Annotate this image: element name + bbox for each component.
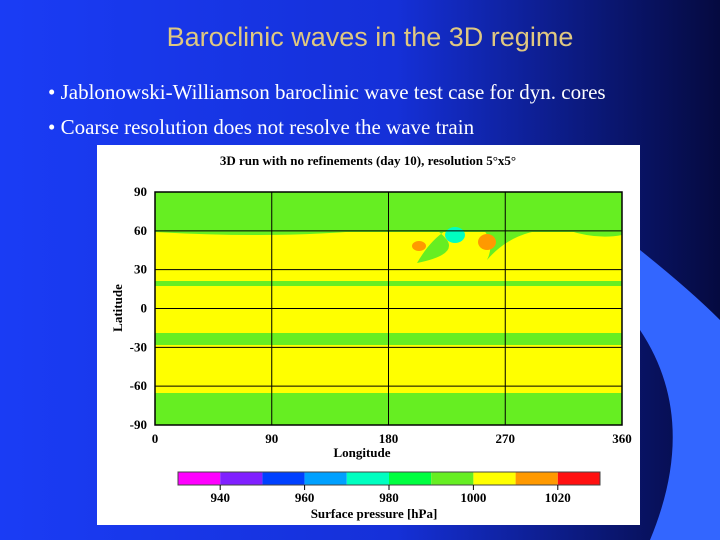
y-tick-label: 60 xyxy=(134,223,147,238)
bullet-text: Jablonowski-Williamson baroclinic wave t… xyxy=(60,80,606,104)
x-tick-label: 270 xyxy=(496,431,516,446)
colorbar-tick-label: 980 xyxy=(379,490,399,505)
colorbar-cell xyxy=(304,472,347,485)
y-tick-label: -30 xyxy=(130,339,147,354)
bullet-text: Coarse resolution does not resolve the w… xyxy=(60,115,475,139)
x-tick-label: 180 xyxy=(379,431,399,446)
colorbar-cell xyxy=(557,472,600,485)
slide-title: Baroclinic waves in the 3D regime xyxy=(166,22,574,52)
colorbar-cell xyxy=(473,472,516,485)
x-tick-label: 360 xyxy=(612,431,632,446)
colorbar-cell xyxy=(346,472,389,485)
colorbar-cell xyxy=(178,472,221,485)
figure-title: 3D run with no refinements (day 10), res… xyxy=(220,153,516,168)
colorbar-cell xyxy=(431,472,474,485)
colorbar-tick-label: 940 xyxy=(210,490,230,505)
y-tick-label: -60 xyxy=(130,378,147,393)
figure: 3D run with no refinements (day 10), res… xyxy=(97,145,640,525)
y-axis-label: Latitude xyxy=(110,284,125,332)
y-tick-label: 90 xyxy=(134,184,147,199)
bullet: • Coarse resolution does not resolve the… xyxy=(48,115,475,139)
colorbar-cell xyxy=(389,472,432,485)
colorbar-tick-label: 1020 xyxy=(545,490,571,505)
plot-frame xyxy=(154,191,623,426)
y-tick-label: 30 xyxy=(134,262,147,277)
x-tick-label: 90 xyxy=(265,431,278,446)
colorbar-cell xyxy=(515,472,558,485)
colorbar-tick-label: 1000 xyxy=(460,490,486,505)
y-tick-label: -90 xyxy=(130,417,147,432)
colorbar-cell xyxy=(262,472,305,485)
y-tick-label: 0 xyxy=(141,301,148,316)
high xyxy=(445,227,465,243)
colorbar-tick-label: 960 xyxy=(295,490,315,505)
colorbar-label: Surface pressure [hPa] xyxy=(311,506,438,521)
low xyxy=(478,234,496,250)
x-tick-label: 0 xyxy=(152,431,159,446)
x-axis-label: Longitude xyxy=(333,445,390,460)
decor-shape xyxy=(640,250,720,540)
bullet: • Jablonowski-Williamson baroclinic wave… xyxy=(48,80,606,104)
colorbar-cell xyxy=(220,472,263,485)
low xyxy=(412,241,426,251)
